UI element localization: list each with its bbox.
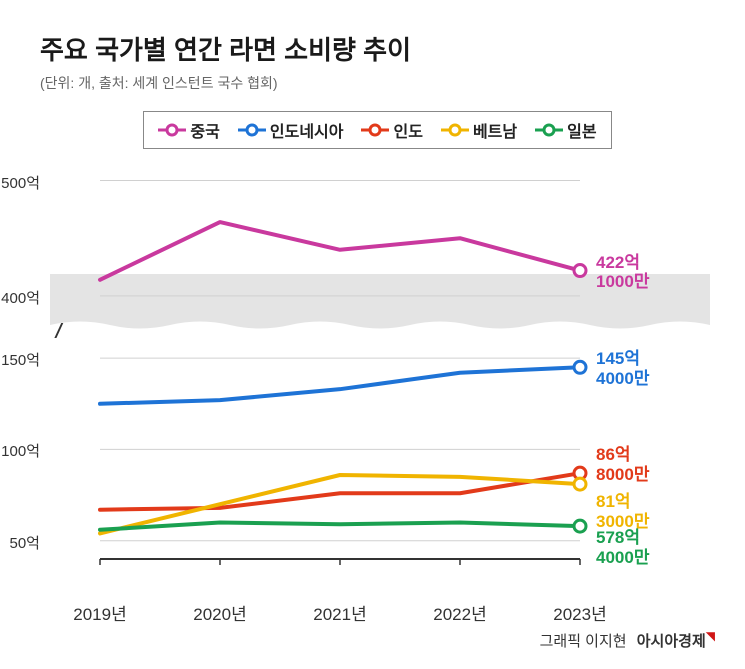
legend-marker-icon	[535, 123, 563, 137]
y-axis-label: 150억	[1, 349, 40, 370]
end-label-line1: 145억	[596, 349, 640, 368]
x-axis-label: 2022년	[433, 600, 486, 625]
y-axis-label: 500억	[1, 172, 40, 193]
legend-label: 인도네시아	[270, 118, 344, 142]
end-label-line1: 578억	[596, 528, 640, 547]
legend-item: 일본	[535, 118, 596, 142]
legend-label: 일본	[567, 118, 596, 142]
legend-item: 베트남	[441, 118, 517, 142]
x-axis-label: 2021년	[313, 600, 366, 625]
series-end-label: 81억3000만	[596, 492, 649, 531]
series-end-label: 578억4000만	[596, 528, 649, 567]
legend-label: 베트남	[473, 118, 517, 142]
end-label-line2: 1000만	[596, 272, 649, 291]
series-end-label: 145억4000만	[596, 349, 649, 388]
y-axis-label: 50억	[10, 532, 41, 553]
legend-marker-icon	[238, 123, 266, 137]
x-axis-label: 2023년	[553, 600, 606, 625]
x-axis-label: 2020년	[193, 600, 246, 625]
legend-label: 인도	[393, 118, 422, 142]
legend-item: 인도	[361, 118, 422, 142]
credit-author: 그래픽 이지현	[540, 633, 627, 650]
end-label-line1: 422억	[596, 253, 640, 272]
end-label-line2: 8000만	[596, 465, 649, 484]
chart-area: 50억100억150억400억500억 2019년2020년2021년2022년…	[50, 159, 710, 599]
legend-marker-icon	[361, 123, 389, 137]
legend: 중국 인도네시아 인도 베트남 일본	[143, 111, 611, 149]
end-label-line1: 86억	[596, 445, 631, 464]
end-label-line1: 81억	[596, 492, 631, 511]
y-axis-label: 400억	[1, 287, 40, 308]
chart-subtitle: (단위: 개, 출처: 세계 인스턴트 국수 협회)	[40, 73, 715, 93]
legend-marker-icon	[441, 123, 469, 137]
end-label-line2: 4000만	[596, 548, 649, 567]
end-label-line2: 4000만	[596, 369, 649, 388]
legend-label: 중국	[190, 118, 219, 142]
brand-mark-icon: ◥	[706, 629, 715, 643]
credit-line: 그래픽 이지현 아시아경제◥	[540, 629, 715, 651]
x-axis-label: 2019년	[73, 600, 126, 625]
y-axis-label: 100억	[1, 440, 40, 461]
series-end-label: 86억8000만	[596, 445, 649, 484]
series-end-label: 422억1000만	[596, 253, 649, 292]
credit-brand: 아시아경제	[637, 633, 706, 650]
legend-item: 중국	[158, 118, 219, 142]
chart-title: 주요 국가별 연간 라면 소비량 추이	[40, 30, 715, 67]
legend-marker-icon	[158, 123, 186, 137]
legend-item: 인도네시아	[238, 118, 344, 142]
